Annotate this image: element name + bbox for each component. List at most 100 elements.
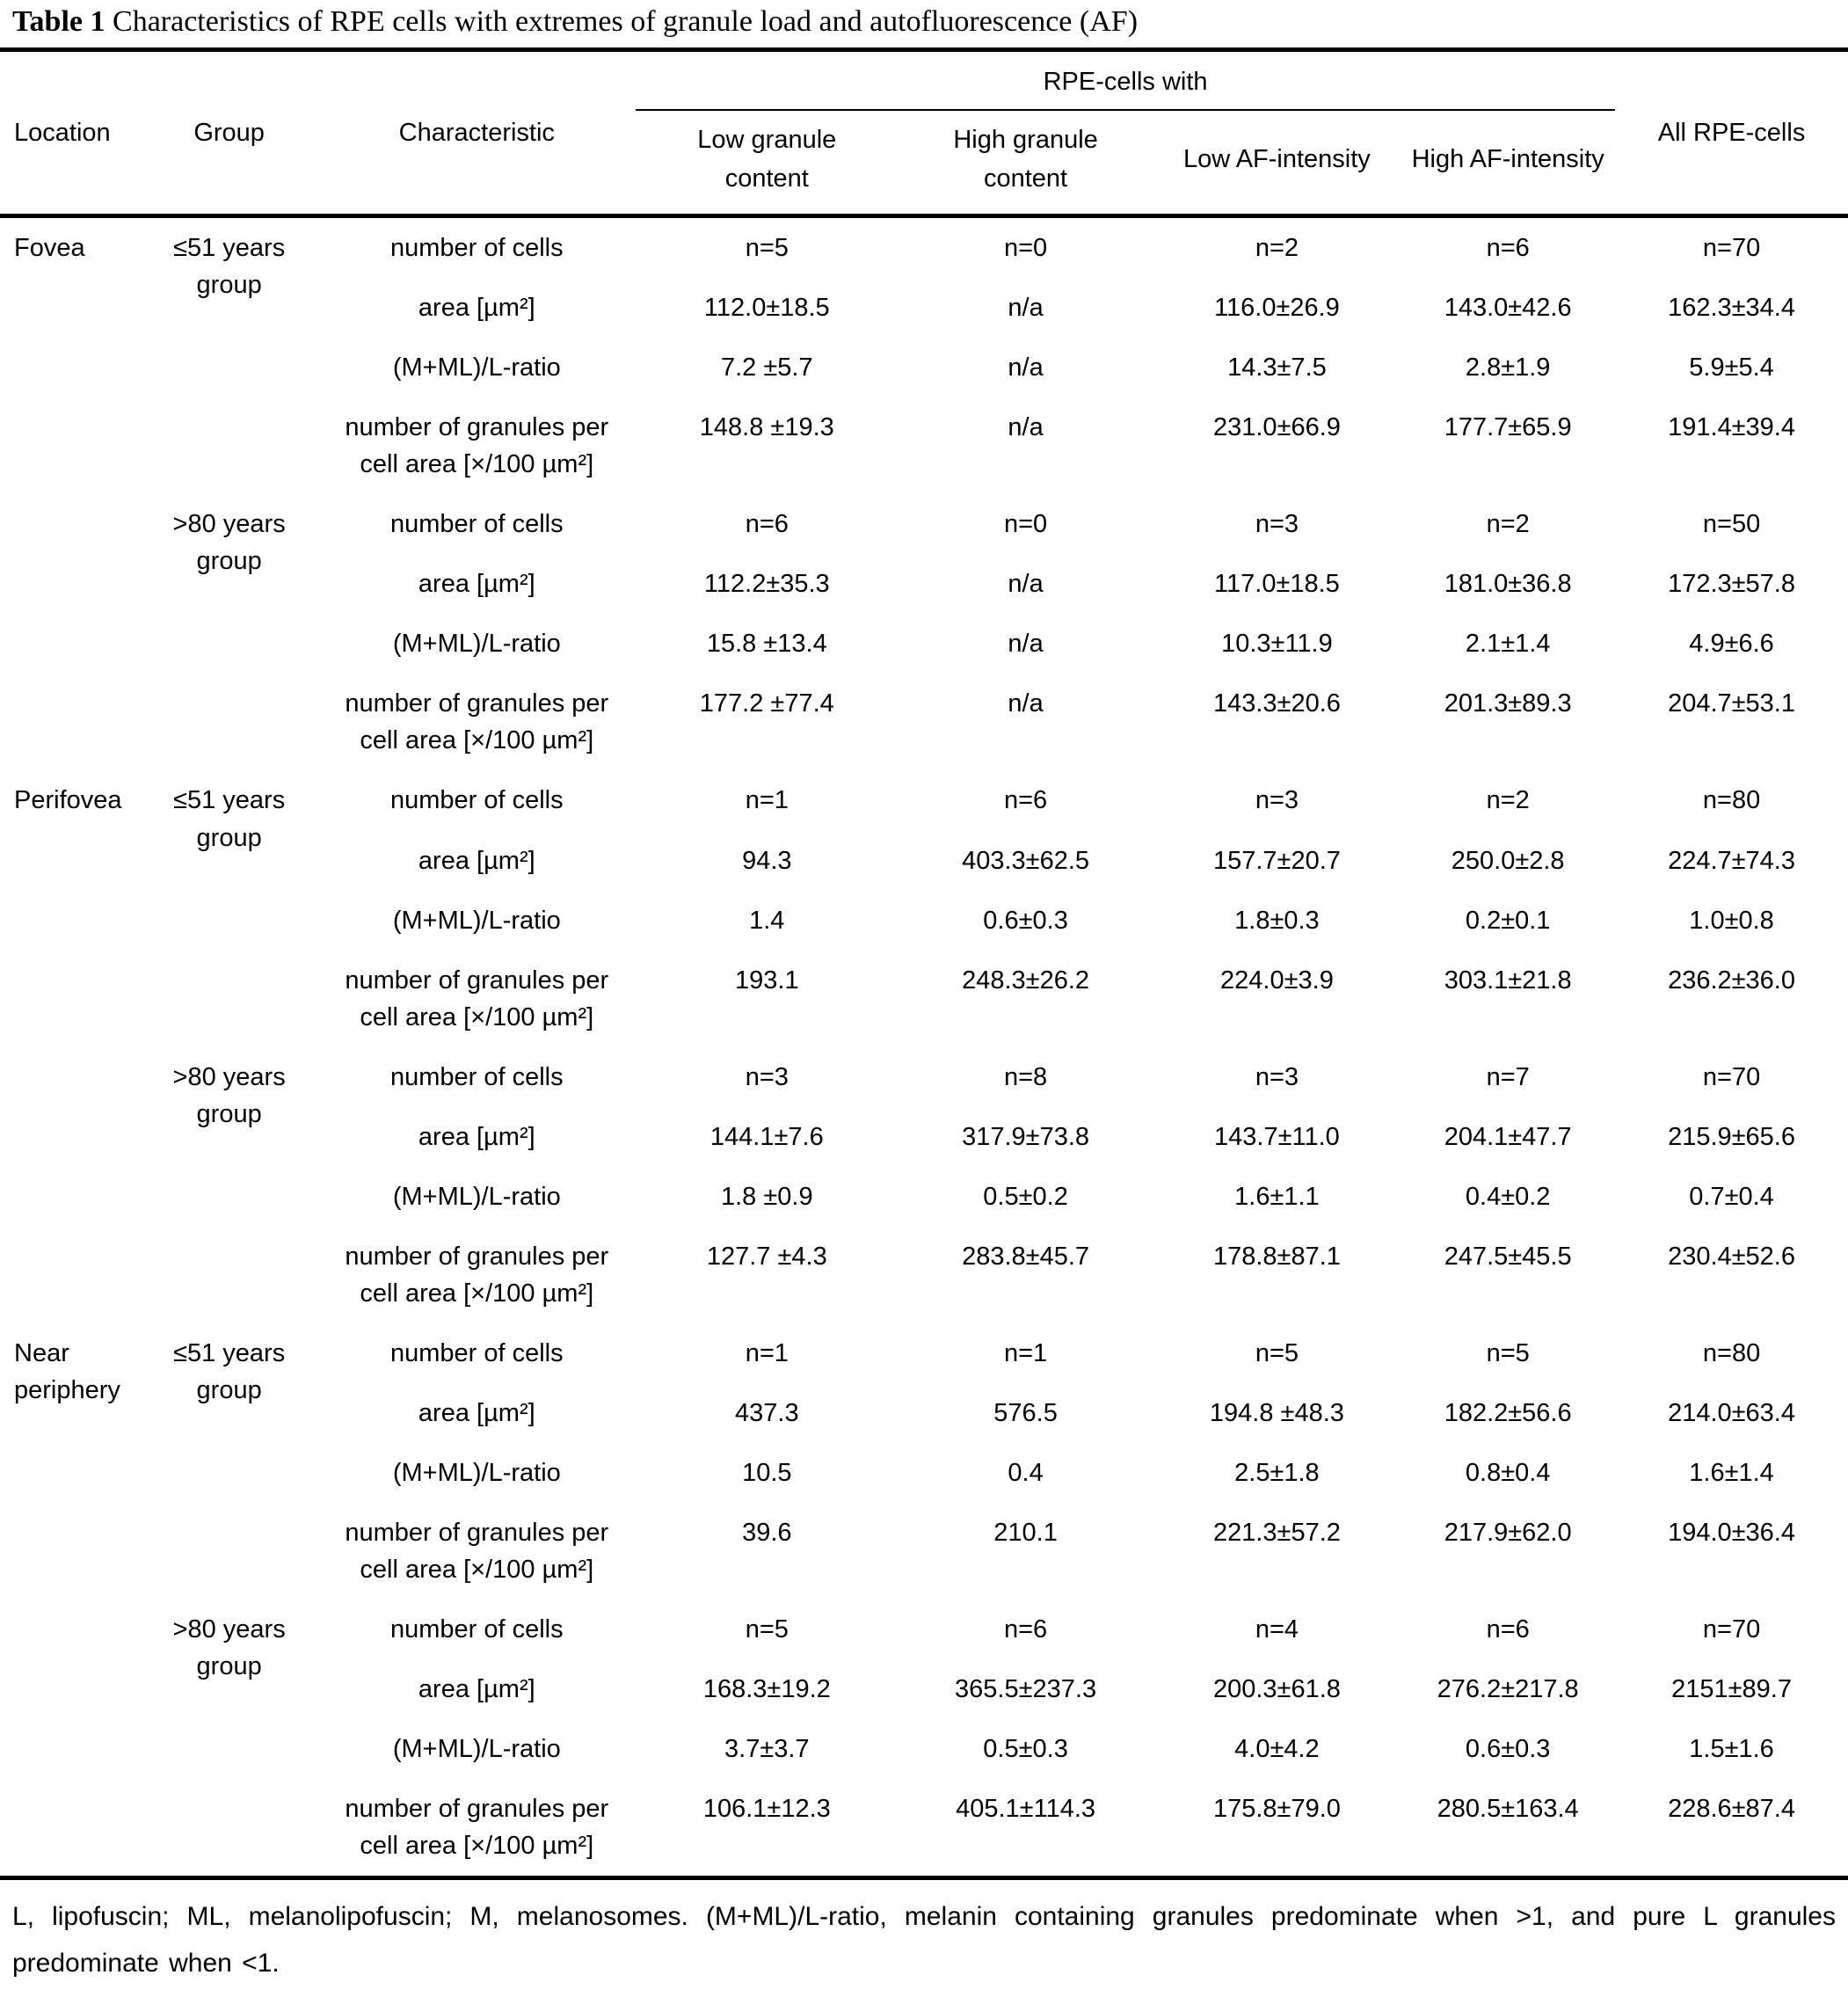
value-cell: n=3 (1255, 510, 1299, 539)
characteristic-cell: number of cells (389, 1338, 564, 1367)
value-cell: 157.7±20.7 (1212, 846, 1341, 875)
value-cell: 178.8±87.1 (1212, 1242, 1341, 1271)
value-cell: 1.0±0.8 (1689, 906, 1774, 935)
value-cell: 181.0±36.8 (1444, 570, 1572, 599)
value-cell: 248.3±26.2 (962, 966, 1090, 995)
table-row: number of granules per cell area [×/100 … (0, 1503, 1848, 1600)
value-cell: 2.5±1.8 (1234, 1459, 1320, 1488)
group-cell: ≤51 years group (173, 234, 286, 300)
value-cell: 0.4 (1008, 1459, 1044, 1488)
value-cell: n=70 (1702, 1062, 1761, 1091)
table-title-text: Characteristics of RPE cells with extrem… (105, 5, 1139, 38)
characteristic-cell: number of granules per cell area [×/100 … (345, 689, 609, 755)
value-cell: 7.2 ±5.7 (720, 353, 813, 383)
value-cell: n=6 (1486, 234, 1530, 262)
value-cell: n=70 (1702, 234, 1761, 262)
value-cell: n=2 (1486, 786, 1530, 815)
value-cell: 303.1±21.8 (1444, 966, 1572, 995)
value-cell: n=3 (745, 1062, 789, 1091)
value-cell: 3.7±3.7 (724, 1735, 810, 1764)
value-cell: 1.6±1.4 (1689, 1459, 1774, 1488)
value-cell: n=5 (1486, 1338, 1530, 1367)
value-cell: 210.1 (993, 1519, 1058, 1548)
value-cell: 403.3±62.5 (962, 846, 1090, 875)
value-cell: 0.8±0.4 (1465, 1459, 1551, 1488)
value-cell: 276.2±217.8 (1437, 1675, 1579, 1704)
value-cell: 177.2 ±77.4 (699, 689, 834, 718)
value-cell: 221.3±57.2 (1212, 1519, 1341, 1548)
value-cell: n=6 (1003, 786, 1048, 815)
header-low-granule-content: Low granule content (636, 110, 899, 218)
table-row: (M+ML)/L-ratio 3.7±3.7 0.5±0.3 4.0±4.2 0.6±0… (0, 1719, 1848, 1779)
value-cell: 0.6±0.3 (1465, 1735, 1551, 1764)
value-cell: n=2 (1486, 510, 1530, 539)
table-row: number of granules per cell area [×/100 … (0, 951, 1848, 1047)
header-all-rpe-cells: All RPE-cells (1615, 49, 1848, 218)
rpe-table: Location Group Characteristic RPE-cells … (0, 47, 1848, 1881)
value-cell: 1.6±1.1 (1234, 1182, 1320, 1211)
value-cell: n=8 (1003, 1062, 1048, 1091)
value-cell: 0.4±0.2 (1465, 1182, 1551, 1211)
value-cell: n=80 (1702, 786, 1761, 815)
value-cell: n=50 (1702, 510, 1761, 539)
table-row: Fovea ≤51 years group number of cells n=5 n=… (0, 216, 1848, 299)
value-cell: n=2 (1255, 234, 1299, 262)
value-cell: 5.9±5.4 (1689, 353, 1774, 383)
value-cell: 143.0±42.6 (1444, 294, 1572, 323)
value-cell: n=3 (1255, 786, 1299, 815)
table-body: Fovea ≤51 years group number of cells n=5 n=… (0, 216, 1848, 1878)
value-cell: 214.0±63.4 (1668, 1398, 1795, 1427)
value-cell: n=0 (1003, 510, 1048, 539)
characteristic-cell: area [µm²] (418, 570, 535, 599)
characteristic-cell: area [µm²] (418, 1398, 535, 1427)
value-cell: 317.9±73.8 (962, 1122, 1090, 1151)
value-cell: 2.8±1.9 (1465, 353, 1551, 383)
table-row: number of granules per cell area [×/100 … (0, 674, 1848, 770)
value-cell: 148.8 ±19.3 (699, 413, 834, 442)
value-cell: 236.2±36.0 (1668, 966, 1795, 995)
header-high-af-intensity: High AF-intensity (1401, 110, 1616, 218)
characteristic-cell: number of granules per cell area [×/100 … (345, 1795, 609, 1861)
characteristic-cell: area [µm²] (418, 294, 535, 323)
value-cell: 1.8 ±0.9 (720, 1182, 813, 1211)
value-cell: n=5 (1255, 1338, 1299, 1367)
value-cell: 112.0±18.5 (703, 294, 830, 323)
header-low-af-intensity: Low AF-intensity (1153, 110, 1401, 218)
header-row-columns: Low granule content High granule content… (0, 110, 1848, 218)
value-cell: n=4 (1255, 1615, 1299, 1644)
value-cell: n=70 (1702, 1615, 1761, 1644)
group-cell: >80 years group (172, 510, 286, 576)
value-cell: 182.2±56.6 (1444, 1398, 1572, 1427)
value-cell: n=7 (1486, 1062, 1530, 1091)
value-cell: 283.8±45.7 (962, 1242, 1090, 1271)
value-cell: n/a (1008, 570, 1044, 599)
table-row: (M+ML)/L-ratio 15.8 ±13.4 n/a 10.3±11.9 2.1±… (0, 614, 1848, 674)
value-cell: 14.3±7.5 (1227, 353, 1327, 383)
value-cell: 116.0±26.9 (1214, 294, 1340, 323)
value-cell: 194.8 ±48.3 (1209, 1398, 1344, 1427)
value-cell: 193.1 (735, 966, 799, 995)
table-row: area [µm²] 112.0±18.5 n/a 116.0±26.9 143.0±4… (0, 278, 1848, 338)
value-cell: 127.7 ±4.3 (706, 1242, 827, 1271)
characteristic-cell: (M+ML)/L-ratio (392, 353, 561, 383)
value-cell: 0.7±0.4 (1689, 1182, 1774, 1211)
value-cell: 162.3±34.4 (1668, 294, 1795, 323)
group-cell: >80 years group (172, 1615, 286, 1681)
value-cell: 576.5 (993, 1398, 1058, 1427)
value-cell: 143.7±11.0 (1214, 1122, 1340, 1151)
value-cell: n/a (1008, 689, 1044, 718)
value-cell: 1.5±1.6 (1689, 1735, 1774, 1764)
value-cell: 200.3±61.8 (1212, 1675, 1341, 1704)
table-row: area [µm²] 168.3±19.2 365.5±237.3 200.3±61.… (0, 1659, 1848, 1719)
value-cell: 0.2±0.1 (1465, 906, 1551, 935)
group-cell: >80 years group (172, 1062, 286, 1128)
table-title-number: Table 1 (12, 5, 105, 38)
table-row: >80 years group number of cells n=6 n=0 n=3 n… (0, 494, 1848, 575)
characteristic-cell: number of cells (389, 234, 564, 262)
value-cell: n=3 (1255, 1062, 1299, 1091)
value-cell: 204.7±53.1 (1668, 689, 1795, 718)
characteristic-cell: area [µm²] (418, 846, 535, 875)
value-cell: n/a (1008, 413, 1044, 442)
group-cell: ≤51 years group (173, 786, 286, 852)
table-row: number of granules per cell area [×/100 … (0, 397, 1848, 494)
